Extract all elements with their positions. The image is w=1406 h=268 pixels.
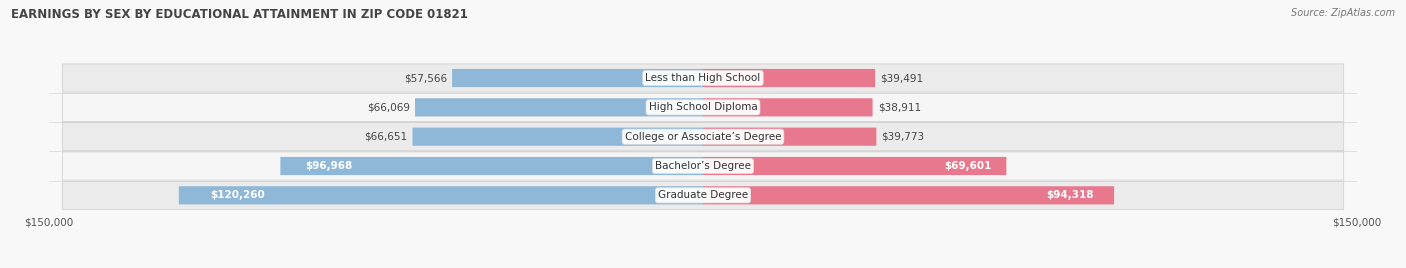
Text: $57,566: $57,566 bbox=[404, 73, 447, 83]
FancyBboxPatch shape bbox=[453, 69, 703, 87]
FancyBboxPatch shape bbox=[62, 64, 1344, 92]
FancyBboxPatch shape bbox=[62, 122, 1344, 151]
Text: $120,260: $120,260 bbox=[211, 190, 266, 200]
Text: EARNINGS BY SEX BY EDUCATIONAL ATTAINMENT IN ZIP CODE 01821: EARNINGS BY SEX BY EDUCATIONAL ATTAINMEN… bbox=[11, 8, 468, 21]
FancyBboxPatch shape bbox=[412, 128, 703, 146]
Text: $94,318: $94,318 bbox=[1046, 190, 1094, 200]
Text: College or Associate’s Degree: College or Associate’s Degree bbox=[624, 132, 782, 142]
FancyBboxPatch shape bbox=[415, 98, 703, 116]
Text: Source: ZipAtlas.com: Source: ZipAtlas.com bbox=[1291, 8, 1395, 18]
Text: $38,911: $38,911 bbox=[877, 102, 921, 112]
Text: $66,651: $66,651 bbox=[364, 132, 408, 142]
Text: $69,601: $69,601 bbox=[943, 161, 991, 171]
FancyBboxPatch shape bbox=[703, 157, 1007, 175]
FancyBboxPatch shape bbox=[703, 69, 875, 87]
Text: $96,968: $96,968 bbox=[305, 161, 353, 171]
Text: Less than High School: Less than High School bbox=[645, 73, 761, 83]
Text: $66,069: $66,069 bbox=[367, 102, 409, 112]
Text: $39,491: $39,491 bbox=[880, 73, 924, 83]
FancyBboxPatch shape bbox=[62, 181, 1344, 209]
FancyBboxPatch shape bbox=[703, 98, 873, 116]
Text: High School Diploma: High School Diploma bbox=[648, 102, 758, 112]
Text: $39,773: $39,773 bbox=[882, 132, 925, 142]
FancyBboxPatch shape bbox=[62, 93, 1344, 121]
FancyBboxPatch shape bbox=[62, 152, 1344, 180]
Text: Bachelor’s Degree: Bachelor’s Degree bbox=[655, 161, 751, 171]
Text: Graduate Degree: Graduate Degree bbox=[658, 190, 748, 200]
FancyBboxPatch shape bbox=[703, 186, 1114, 204]
FancyBboxPatch shape bbox=[703, 128, 876, 146]
FancyBboxPatch shape bbox=[179, 186, 703, 204]
FancyBboxPatch shape bbox=[280, 157, 703, 175]
